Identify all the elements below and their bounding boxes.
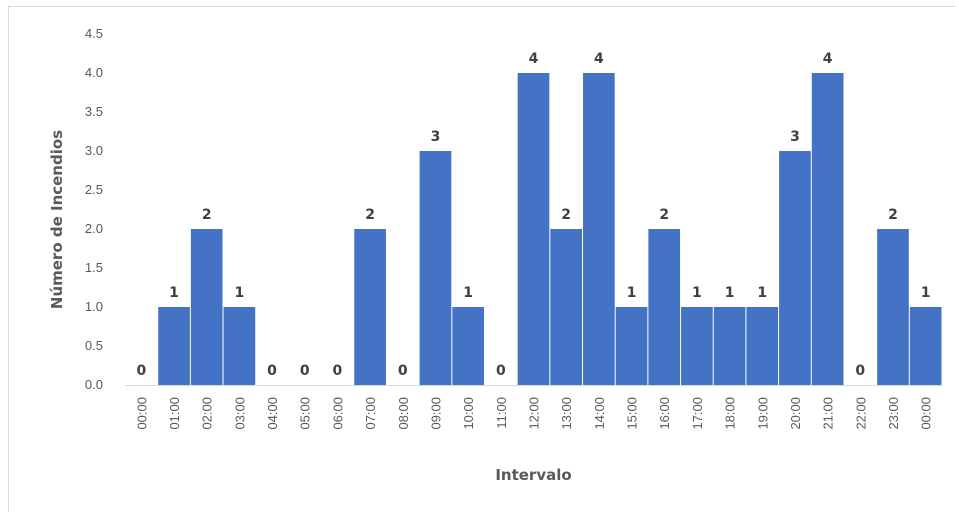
y-axis-title: Número de Incendios <box>48 130 66 309</box>
x-tick-label: 06:00 <box>330 397 345 430</box>
x-tick-label: 14:00 <box>592 397 607 430</box>
bar <box>354 229 386 385</box>
y-tick-label: 4.5 <box>85 26 103 41</box>
x-tick-label: 05:00 <box>298 397 313 430</box>
x-tick-label: 19:00 <box>755 397 770 430</box>
data-label: 1 <box>692 285 702 301</box>
data-label: 1 <box>757 285 767 301</box>
x-tick-label: 07:00 <box>363 397 378 430</box>
data-label: 2 <box>659 207 669 223</box>
bar <box>681 307 713 385</box>
data-label: 1 <box>235 285 245 301</box>
x-tick-label: 15:00 <box>625 397 640 430</box>
x-tick-label: 02:00 <box>200 397 215 430</box>
bar <box>223 307 256 385</box>
data-label: 3 <box>790 129 800 145</box>
x-tick-label: 00:00 <box>134 397 149 430</box>
bar <box>452 307 484 385</box>
data-label: 1 <box>169 285 179 301</box>
data-label: 3 <box>431 129 441 145</box>
y-tick-label: 0.0 <box>85 377 103 392</box>
bar <box>779 151 811 385</box>
data-label: 0 <box>496 363 506 379</box>
x-tick-label: 17:00 <box>690 397 705 430</box>
data-label: 0 <box>300 363 310 379</box>
bar <box>615 307 648 385</box>
x-tick-label: 04:00 <box>265 397 280 430</box>
y-tick-label: 1.5 <box>85 260 103 275</box>
x-tick-label: 21:00 <box>821 397 836 430</box>
x-tick-label: 13:00 <box>559 397 574 430</box>
x-axis-title: Intervalo <box>495 466 571 484</box>
bar <box>583 73 615 385</box>
y-tick-label: 3.0 <box>85 143 103 158</box>
x-tick-label: 08:00 <box>396 397 411 430</box>
data-label: 1 <box>725 285 735 301</box>
data-label: 4 <box>529 51 539 67</box>
bar <box>419 151 452 385</box>
data-labels: 0 1 2 1 0 0 0 2 0 3 1 0 4 2 4 1 2 1 1 1 3 4 0 2 1 <box>136 51 930 379</box>
data-label: 0 <box>855 363 865 379</box>
x-tick-label: 09:00 <box>428 397 443 430</box>
y-axis-ticks: 0.0 0.5 1.0 1.5 2.0 2.5 3.0 3.5 4.0 4.5 <box>85 26 103 392</box>
bar <box>648 229 681 385</box>
data-label: 0 <box>136 363 146 379</box>
data-label: 0 <box>333 363 343 379</box>
x-tick-label: 11:00 <box>494 397 509 429</box>
data-label: 2 <box>888 207 898 223</box>
data-label: 0 <box>398 363 408 379</box>
bar <box>517 73 550 385</box>
data-label: 4 <box>594 51 604 67</box>
x-tick-label: 23:00 <box>886 397 901 430</box>
y-tick-label: 2.5 <box>85 182 103 197</box>
bar <box>713 307 746 385</box>
data-label: 1 <box>463 285 473 301</box>
data-label: 1 <box>627 285 637 301</box>
x-tick-label: 20:00 <box>788 397 803 430</box>
x-tick-label: 22:00 <box>853 397 868 430</box>
data-label: 2 <box>365 207 375 223</box>
bar <box>158 307 190 385</box>
bar <box>909 307 942 385</box>
y-tick-label: 2.0 <box>85 221 103 236</box>
x-tick-label: 01:00 <box>167 397 182 430</box>
x-tick-label: 18:00 <box>723 397 738 430</box>
data-label: 2 <box>202 207 212 223</box>
data-label: 1 <box>921 285 931 301</box>
x-tick-label: 10:00 <box>461 397 476 430</box>
bar <box>746 307 779 385</box>
y-tick-label: 4.0 <box>85 65 103 80</box>
x-axis-ticks: 00:00 01:00 02:00 03:00 04:00 05:00 06:00 07:00… <box>134 397 933 430</box>
x-tick-label: 00:00 <box>919 397 934 430</box>
chart-frame <box>8 6 956 512</box>
bar <box>811 73 844 385</box>
bar <box>877 229 909 385</box>
y-tick-label: 3.5 <box>85 104 103 119</box>
x-tick-label: 12:00 <box>527 397 542 430</box>
data-label: 2 <box>561 207 571 223</box>
y-tick-label: 0.5 <box>85 338 103 353</box>
bar <box>190 229 223 385</box>
y-tick-label: 1.0 <box>85 299 103 314</box>
data-label: 0 <box>267 363 277 379</box>
data-label: 4 <box>823 51 833 67</box>
bar <box>550 229 583 385</box>
x-tick-label: 16:00 <box>657 397 672 430</box>
x-tick-label: 03:00 <box>232 397 247 430</box>
bars <box>158 73 942 385</box>
